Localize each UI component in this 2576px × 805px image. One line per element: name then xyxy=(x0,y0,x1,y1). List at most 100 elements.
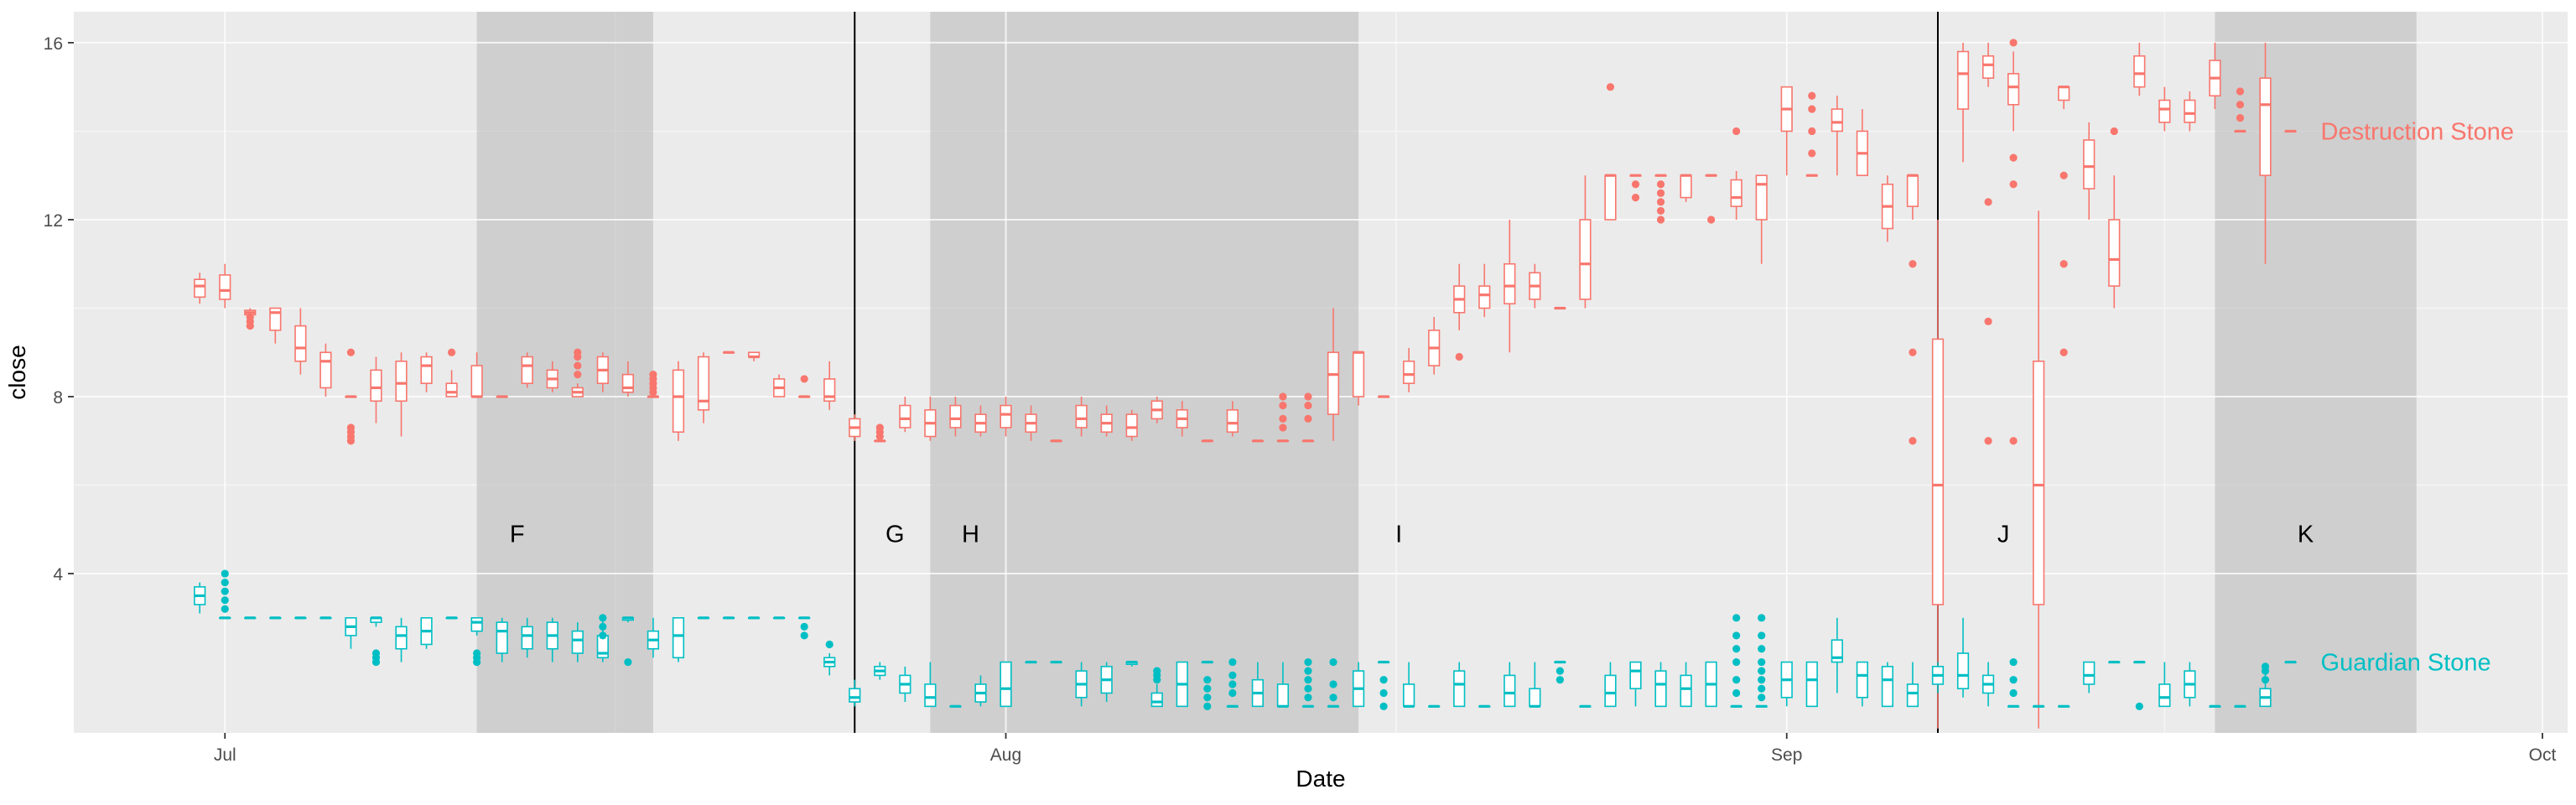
box-outlier xyxy=(1203,676,1212,684)
box-outlier xyxy=(1304,667,1312,675)
box xyxy=(1981,662,1995,707)
box-outlier xyxy=(221,605,229,613)
box-outlier xyxy=(221,587,229,595)
box-outlier xyxy=(1656,216,1665,224)
box-outlier xyxy=(2261,676,2270,684)
y-tick-label: 16 xyxy=(44,34,63,54)
box-outlier xyxy=(1808,149,1816,158)
box-body xyxy=(1352,351,1365,397)
box-outlier xyxy=(2009,180,2018,189)
box-body xyxy=(1604,174,1617,221)
box-outlier xyxy=(2135,702,2143,710)
box-outlier xyxy=(2009,657,2018,667)
box xyxy=(1831,617,1843,693)
box xyxy=(546,361,558,392)
box xyxy=(1150,667,1163,708)
box-body xyxy=(2083,661,2096,685)
box-body xyxy=(571,630,584,654)
box-body xyxy=(1604,674,1617,708)
box xyxy=(1906,662,1919,708)
box xyxy=(1629,661,1642,707)
box xyxy=(1100,662,1113,703)
series-label: Guardian Stone xyxy=(2321,650,2491,677)
box-outlier xyxy=(1379,688,1388,698)
box-body xyxy=(1075,404,1088,428)
box xyxy=(1504,219,1516,353)
box xyxy=(621,616,634,667)
box-outlier xyxy=(1203,702,1212,710)
box xyxy=(899,666,911,703)
box xyxy=(621,361,634,397)
box xyxy=(974,405,987,437)
box xyxy=(1956,617,1970,698)
box xyxy=(1352,351,1365,406)
box-outlier xyxy=(1808,91,1816,100)
box xyxy=(2209,704,2221,708)
box xyxy=(1906,174,1919,445)
box-body xyxy=(445,382,458,397)
box-outlier xyxy=(1228,657,1237,667)
box xyxy=(1654,662,1667,708)
box xyxy=(319,343,332,397)
box-body xyxy=(2133,55,2146,88)
box xyxy=(949,704,962,708)
box-body xyxy=(1856,661,1868,699)
box-outlier xyxy=(1758,693,1766,702)
box xyxy=(773,616,786,620)
box-outlier xyxy=(246,313,254,321)
box-outlier xyxy=(599,631,607,640)
series-guardian-stone xyxy=(194,569,2297,710)
box-outlier xyxy=(1555,667,1564,675)
box xyxy=(1831,96,1843,176)
box-body xyxy=(1276,683,1290,708)
box-body xyxy=(2108,219,2121,287)
box xyxy=(1000,397,1012,437)
box xyxy=(2033,704,2045,708)
box xyxy=(1730,614,1742,708)
box xyxy=(1125,409,1138,441)
box-body xyxy=(1504,262,1516,305)
box xyxy=(672,361,685,441)
box-outlier xyxy=(624,657,632,667)
box xyxy=(1478,263,1491,318)
box xyxy=(1100,405,1113,437)
box-body xyxy=(1403,361,1415,384)
box xyxy=(1755,174,1768,264)
box xyxy=(1478,704,1491,708)
box xyxy=(1529,662,1541,708)
box-body xyxy=(899,404,911,428)
box xyxy=(269,307,282,344)
box-outlier xyxy=(1656,206,1665,216)
box-body xyxy=(849,688,861,703)
box-body xyxy=(2184,99,2196,123)
box xyxy=(546,617,558,662)
box xyxy=(722,616,735,620)
box-outlier xyxy=(1279,401,1287,410)
box xyxy=(1705,661,1717,708)
box-body xyxy=(194,278,206,299)
box xyxy=(244,616,257,620)
box-body xyxy=(294,325,307,362)
box-outlier xyxy=(1304,684,1312,693)
box xyxy=(2158,86,2171,132)
box xyxy=(1276,392,1290,443)
box-outlier xyxy=(1279,414,1287,423)
region-labels: F G H I J K xyxy=(510,522,2314,548)
box xyxy=(874,662,886,680)
box xyxy=(1604,662,1617,708)
box xyxy=(1856,109,1868,177)
box-outlier xyxy=(1304,414,1312,423)
box-outlier xyxy=(1153,667,1161,675)
box xyxy=(345,617,357,649)
box-body xyxy=(1680,174,1692,199)
box-body xyxy=(1125,413,1138,438)
box xyxy=(2234,704,2246,708)
box xyxy=(1881,175,1894,242)
box xyxy=(823,361,836,410)
box xyxy=(1805,91,1818,177)
box-outlier xyxy=(1758,657,1766,667)
box xyxy=(2284,660,2297,664)
box xyxy=(1050,660,1062,664)
box-outlier xyxy=(2059,348,2068,356)
box-outlier xyxy=(1808,127,1816,136)
